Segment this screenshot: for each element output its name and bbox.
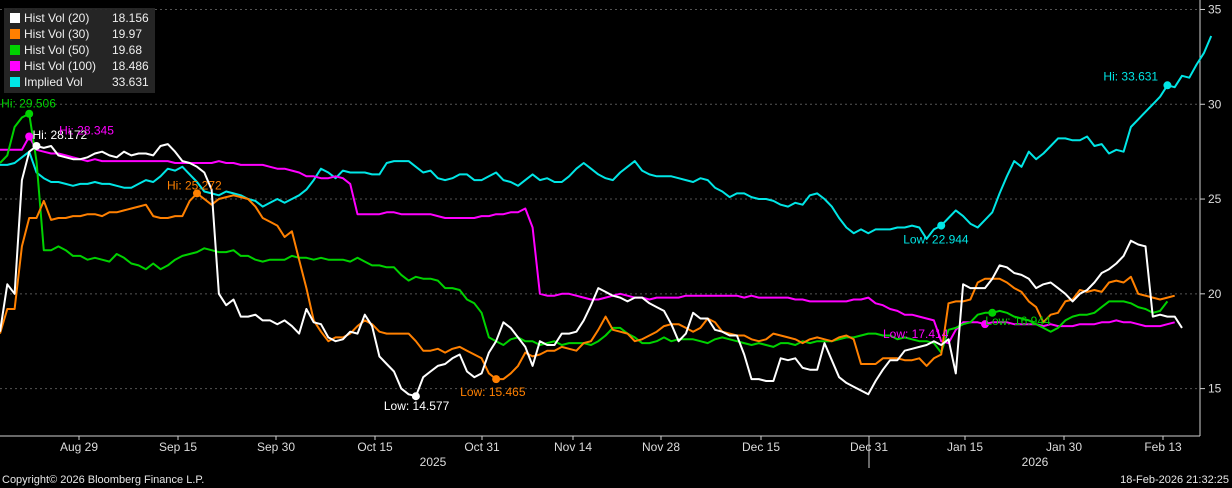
legend-series-name: Hist Vol (30) xyxy=(24,27,90,41)
x-tick-label: Aug 29 xyxy=(60,440,98,454)
annotation-marker xyxy=(32,141,41,150)
annotation-marker xyxy=(193,189,201,198)
timestamp: 18-Feb-2026 21:32:25 xyxy=(1120,474,1229,486)
legend-series-name: Hist Vol (50) xyxy=(24,43,90,57)
annotation-marker xyxy=(25,109,34,118)
y-tick-label: 15 xyxy=(1208,382,1222,396)
x-tick-label: Feb 13 xyxy=(1144,440,1182,454)
x-tick-label: Sep 30 xyxy=(257,440,295,454)
legend-item: Hist Vol (30) 19.97 xyxy=(10,26,149,42)
legend-swatch xyxy=(10,45,20,55)
legend: Hist Vol (20) 18.156 Hist Vol (30) 19.97 His… xyxy=(4,8,155,93)
legend-swatch xyxy=(10,13,20,23)
legend-item: Hist Vol (20) 18.156 xyxy=(10,10,149,26)
annotation-marker xyxy=(937,221,946,230)
x-tick-label: Nov 14 xyxy=(554,440,592,454)
legend-item: Hist Vol (50) 19.68 xyxy=(10,42,149,58)
annotation-label: Hi: 28.172 xyxy=(32,128,87,142)
copyright-text: Copyright© 2026 Bloomberg Finance L.P. xyxy=(2,474,205,486)
legend-series-name: Hist Vol (100) xyxy=(24,59,97,73)
annotation-marker xyxy=(981,320,989,329)
legend-item: Hist Vol (100) 18.486 xyxy=(10,58,149,74)
y-tick-label: 35 xyxy=(1208,2,1222,16)
annotation-label: Hi: 29.506 xyxy=(1,97,56,111)
legend-swatch xyxy=(10,77,20,87)
annotation-label: Low: 16.944 xyxy=(985,314,1051,328)
legend-series-name: Hist Vol (20) xyxy=(24,11,90,25)
series-line-implied-vol xyxy=(0,35,1213,240)
x-tick-label: Jan 15 xyxy=(947,440,983,454)
footer: Copyright© 2026 Bloomberg Finance L.P. 1… xyxy=(0,472,1232,488)
annotation-marker xyxy=(411,392,420,401)
series-line-hist-vol-30 xyxy=(0,192,1175,381)
x-tick-label: Dec 15 xyxy=(742,440,780,454)
annotation-label: Hi: 33.631 xyxy=(1103,69,1158,83)
x-tick-label: Jan 30 xyxy=(1046,440,1082,454)
x-tick-label: Nov 28 xyxy=(642,440,680,454)
year-label: 2026 xyxy=(1022,455,1049,469)
annotation-marker xyxy=(988,308,997,317)
legend-series-value: 19.97 xyxy=(112,27,143,41)
annotation-marker xyxy=(1163,81,1172,90)
legend-series-value: 19.68 xyxy=(112,43,143,57)
legend-swatch xyxy=(10,29,20,39)
legend-series-value: 18.156 xyxy=(112,11,149,25)
annotation-marker xyxy=(25,132,34,141)
x-tick-label: Oct 15 xyxy=(357,440,393,454)
year-label: 2025 xyxy=(420,455,447,469)
x-tick-label: Sep 15 xyxy=(159,440,197,454)
legend-series-name: Implied Vol xyxy=(24,75,83,89)
annotation-label: Low: 17.414 xyxy=(883,327,949,341)
legend-series-value: 33.631 xyxy=(112,75,149,89)
legend-swatch xyxy=(10,61,20,71)
x-tick-label: Oct 31 xyxy=(464,440,500,454)
y-tick-label: 20 xyxy=(1208,287,1222,301)
annotation-label: Hi: 25.272 xyxy=(167,178,222,192)
series-line-hist-vol-100 xyxy=(0,135,1175,345)
annotation-marker xyxy=(492,375,501,384)
annotation-label: Low: 22.944 xyxy=(903,233,969,247)
series-line-hist-vol-20 xyxy=(0,143,1183,398)
annotation-label: Low: 15.465 xyxy=(460,385,526,399)
annotation-label: Hi: 28.345 xyxy=(59,123,114,137)
y-tick-label: 30 xyxy=(1208,97,1222,111)
y-tick-label: 25 xyxy=(1208,192,1222,206)
legend-item: Implied Vol 33.631 xyxy=(10,74,149,90)
legend-series-value: 18.486 xyxy=(112,59,149,73)
annotation-label: Low: 14.577 xyxy=(384,399,450,413)
